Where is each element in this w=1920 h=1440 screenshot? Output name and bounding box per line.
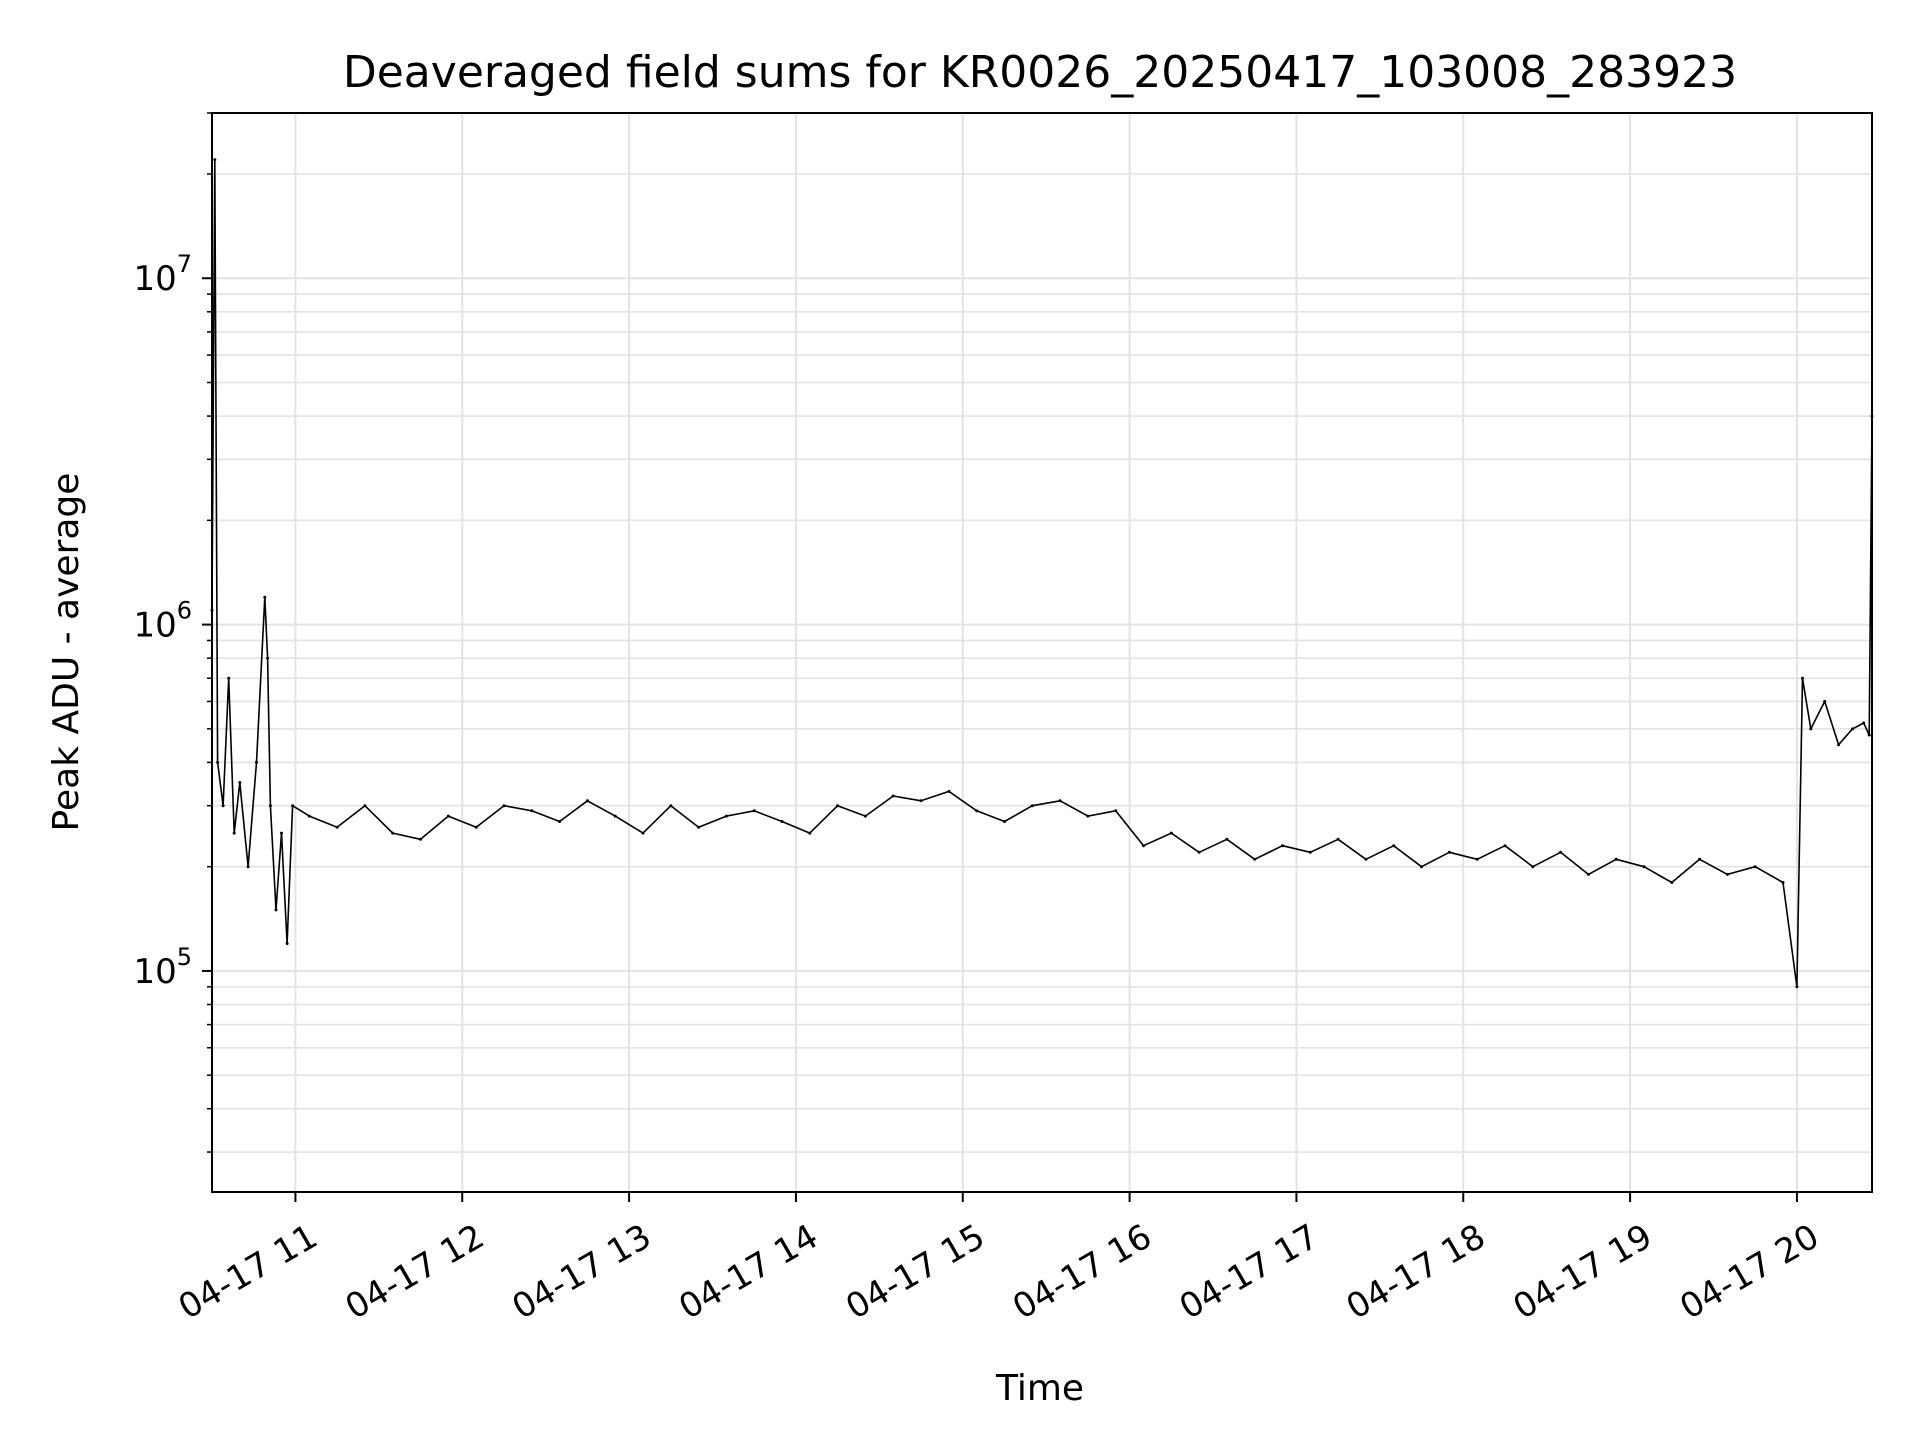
data-point <box>238 781 242 784</box>
data-point <box>1586 872 1590 876</box>
data-point <box>1058 799 1062 803</box>
data-point <box>213 158 217 162</box>
data-point <box>613 814 617 818</box>
data-point <box>863 814 867 818</box>
data-layer <box>210 158 1874 989</box>
data-point <box>947 789 951 793</box>
data-point <box>808 831 812 835</box>
data-point <box>1503 844 1507 848</box>
data-point <box>891 794 895 798</box>
y-tick-label: 106 <box>133 597 192 646</box>
data-point <box>558 820 562 823</box>
data-point <box>1281 844 1284 848</box>
data-point <box>266 656 270 660</box>
data-point <box>1867 733 1871 737</box>
data-point <box>280 831 283 835</box>
data-point <box>1086 814 1090 818</box>
data-point <box>1559 850 1563 854</box>
data-point <box>1197 850 1201 854</box>
data-point <box>919 799 923 803</box>
data-point <box>1614 857 1618 861</box>
data-point <box>268 804 272 808</box>
data-point <box>502 804 506 808</box>
chart-title: Deaveraged field sums for KR0026_2025041… <box>343 47 1737 98</box>
grid-lines <box>212 112 1872 1192</box>
data-point <box>697 825 701 829</box>
data-point <box>1169 831 1173 835</box>
data-point <box>1225 837 1229 841</box>
y-tick-label: 105 <box>133 943 192 992</box>
data-point <box>669 804 673 808</box>
data-point <box>1753 865 1757 869</box>
x-axis-label: Time <box>995 1368 1084 1409</box>
data-point <box>530 809 534 813</box>
data-point <box>1003 820 1006 823</box>
data-point <box>752 809 756 813</box>
data-point <box>307 814 311 818</box>
data-point <box>1336 837 1340 841</box>
data-point <box>335 825 339 829</box>
data-point <box>1142 844 1145 848</box>
data-point <box>1030 804 1034 808</box>
data-point <box>1364 857 1368 861</box>
data-point <box>780 820 784 823</box>
data-point <box>291 804 295 808</box>
data-point <box>391 831 395 835</box>
y-tick-label: 107 <box>133 250 192 299</box>
data-point <box>419 837 422 841</box>
data-point <box>1725 872 1729 876</box>
data-point <box>585 799 589 803</box>
data-point <box>1851 727 1854 731</box>
data-point <box>836 804 840 808</box>
data-point <box>724 814 728 818</box>
data-point <box>227 676 231 680</box>
data-point <box>255 760 258 764</box>
data-point <box>1670 881 1674 884</box>
data-point <box>263 595 267 599</box>
data-point <box>1801 676 1804 680</box>
data-point <box>246 865 250 869</box>
data-point <box>1642 865 1646 869</box>
data-point <box>1392 844 1396 848</box>
data-point <box>1795 985 1799 989</box>
y-axis-label: Peak ADU - average <box>46 473 87 832</box>
data-point <box>1809 727 1813 731</box>
data-point <box>474 825 478 829</box>
data-point <box>1420 865 1423 869</box>
plot-area-frame <box>211 112 1873 1193</box>
data-point <box>221 804 225 808</box>
data-point <box>1781 881 1785 884</box>
data-point <box>1837 743 1841 747</box>
data-point <box>1253 857 1257 861</box>
data-point <box>1531 865 1535 869</box>
data-point <box>1698 857 1702 861</box>
data-point <box>1308 850 1312 854</box>
data-point <box>363 804 367 808</box>
data-point <box>232 831 236 835</box>
data-point <box>975 809 979 813</box>
data-point <box>1862 721 1866 725</box>
data-point <box>274 908 278 912</box>
data-point <box>1475 857 1479 861</box>
data-point <box>1447 850 1451 854</box>
data-point <box>285 942 289 945</box>
data-point <box>446 814 450 818</box>
data-point <box>1823 699 1827 703</box>
data-point <box>216 760 220 764</box>
data-point <box>1114 809 1118 813</box>
data-point <box>641 831 645 835</box>
y-axis-ticks: 105 106 107 <box>133 112 212 1153</box>
